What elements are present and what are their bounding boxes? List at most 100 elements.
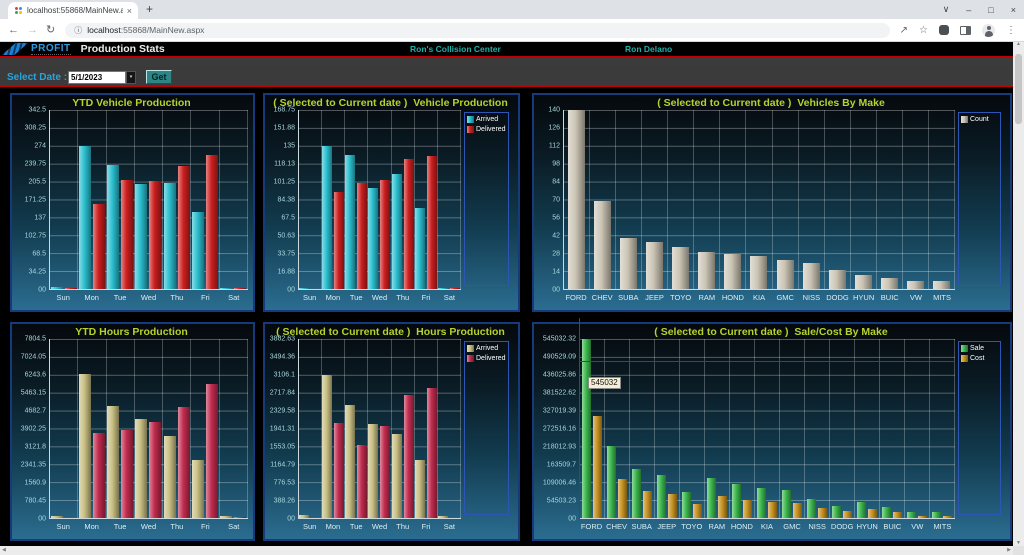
bar-delivered-thu[interactable] <box>403 395 414 518</box>
bar-count-jeep[interactable] <box>646 241 664 289</box>
bar-cost-kia[interactable] <box>768 501 777 518</box>
bar-delivered-wed[interactable] <box>149 180 162 289</box>
bar-delivered-sat[interactable] <box>234 516 247 518</box>
bar-delivered-fri[interactable] <box>206 383 219 518</box>
bar-delivered-wed[interactable] <box>149 421 162 518</box>
forward-icon[interactable]: → <box>27 23 38 36</box>
get-button[interactable]: Get <box>146 70 172 84</box>
scroll-left-icon[interactable]: ◀ <box>2 547 6 553</box>
bar-count-dodg[interactable] <box>828 269 846 289</box>
bar-delivered-sat[interactable] <box>449 287 460 289</box>
bar-delivered-sun[interactable] <box>64 288 77 289</box>
bookmark-star-icon[interactable]: ☆ <box>919 24 928 36</box>
bar-delivered-mon[interactable] <box>92 203 105 289</box>
share-icon[interactable]: ↗ <box>899 24 909 36</box>
bar-delivered-thu[interactable] <box>177 165 190 289</box>
scroll-up-icon[interactable]: ▲ <box>1016 42 1021 47</box>
date-dropdown-button[interactable]: ▾ <box>126 70 136 84</box>
bar-arrived-mon[interactable] <box>78 374 91 518</box>
bar-arrived-fri[interactable] <box>414 460 425 518</box>
bar-delivered-sat[interactable] <box>234 288 247 289</box>
window-restore-button[interactable]: □ <box>988 4 994 15</box>
bar-arrived-tue[interactable] <box>345 155 356 289</box>
bar-arrived-sun[interactable] <box>50 515 63 518</box>
bar-sale-vw[interactable] <box>907 511 916 518</box>
bar-cost-vw[interactable] <box>918 515 927 518</box>
date-input[interactable] <box>68 70 126 84</box>
window-minimize-button[interactable]: – <box>966 4 972 15</box>
bar-cost-buic[interactable] <box>893 512 902 518</box>
bar-arrived-mon[interactable] <box>78 145 91 289</box>
bar-cost-suba[interactable] <box>643 490 652 518</box>
vertical-scroll-thumb[interactable] <box>1015 54 1022 124</box>
tab-search-chevron-icon[interactable]: ∨ <box>942 4 950 14</box>
extension-icon[interactable] <box>939 25 949 35</box>
bar-cost-toyo[interactable] <box>693 503 702 518</box>
bar-delivered-thu[interactable] <box>177 406 190 518</box>
bar-arrived-wed[interactable] <box>368 423 379 518</box>
bar-arrived-tue[interactable] <box>107 164 120 289</box>
new-tab-button[interactable]: + <box>146 2 154 16</box>
bar-delivered-fri[interactable] <box>206 154 219 289</box>
bar-cost-chev[interactable] <box>618 478 627 518</box>
bar-arrived-mon[interactable] <box>322 145 333 289</box>
window-close-button[interactable]: × <box>1010 4 1016 15</box>
bar-count-chev[interactable] <box>594 200 612 289</box>
bar-cost-hond[interactable] <box>743 499 752 518</box>
bar-delivered-tue[interactable] <box>357 445 368 518</box>
bar-count-hyun[interactable] <box>854 274 872 289</box>
bar-arrived-mon[interactable] <box>322 375 333 518</box>
address-bar[interactable]: ⓘ localhost:55868/MainNew.aspx <box>65 22 890 38</box>
bar-sale-hyun[interactable] <box>857 501 866 518</box>
bar-delivered-fri[interactable] <box>426 388 437 518</box>
side-panel-icon[interactable] <box>960 25 971 35</box>
bar-arrived-fri[interactable] <box>192 212 205 289</box>
bar-count-buic[interactable] <box>880 277 898 289</box>
bar-count-ford[interactable] <box>568 110 586 289</box>
bar-cost-ram[interactable] <box>718 495 727 518</box>
bar-arrived-thu[interactable] <box>163 182 176 289</box>
site-info-icon[interactable]: ⓘ <box>74 25 83 35</box>
back-icon[interactable]: ← <box>8 23 19 36</box>
bar-cost-jeep[interactable] <box>668 493 677 518</box>
bar-cost-ford[interactable] <box>593 416 602 518</box>
bar-sale-ram[interactable] <box>707 477 716 518</box>
bar-delivered-tue[interactable] <box>357 182 368 289</box>
bar-sale-kia[interactable] <box>757 488 766 518</box>
bar-cost-hyun[interactable] <box>868 508 877 518</box>
bar-delivered-wed[interactable] <box>380 179 391 289</box>
bar-arrived-thu[interactable] <box>391 434 402 518</box>
bar-sale-suba[interactable] <box>632 469 641 518</box>
bar-cost-dodg[interactable] <box>843 510 852 518</box>
bar-count-mits[interactable] <box>932 281 950 289</box>
bar-delivered-mon[interactable] <box>334 192 345 289</box>
bar-sale-gmc[interactable] <box>782 490 791 518</box>
bar-cost-gmc[interactable] <box>793 502 802 518</box>
bar-sale-buic[interactable] <box>882 506 891 518</box>
bar-sale-jeep[interactable] <box>657 474 666 518</box>
bar-count-hond[interactable] <box>724 254 742 289</box>
profile-avatar[interactable] <box>982 23 995 37</box>
bar-arrived-thu[interactable] <box>163 436 176 518</box>
bar-delivered-mon[interactable] <box>334 423 345 518</box>
bar-count-gmc[interactable] <box>776 259 794 289</box>
bar-arrived-thu[interactable] <box>391 174 402 289</box>
scroll-down-icon[interactable]: ▼ <box>1016 540 1021 546</box>
bar-arrived-sat[interactable] <box>220 287 233 289</box>
bar-sale-hond[interactable] <box>732 483 741 518</box>
bar-delivered-fri[interactable] <box>426 156 437 289</box>
bar-sale-ford[interactable] <box>582 339 591 518</box>
bar-arrived-fri[interactable] <box>192 460 205 518</box>
horizontal-scrollbar[interactable]: ◀ ▶ <box>0 546 1013 555</box>
bar-delivered-wed[interactable] <box>380 425 391 518</box>
bar-arrived-fri[interactable] <box>414 208 425 289</box>
bar-count-ram[interactable] <box>698 251 716 289</box>
bar-count-niss[interactable] <box>802 263 820 289</box>
bar-count-toyo[interactable] <box>672 246 690 289</box>
bar-sale-dodg[interactable] <box>832 505 841 518</box>
bar-arrived-sat[interactable] <box>220 515 233 518</box>
bar-delivered-tue[interactable] <box>121 179 134 289</box>
bar-sale-toyo[interactable] <box>682 491 691 518</box>
reload-icon[interactable]: ↻ <box>46 23 56 36</box>
bar-arrived-sat[interactable] <box>437 287 448 289</box>
